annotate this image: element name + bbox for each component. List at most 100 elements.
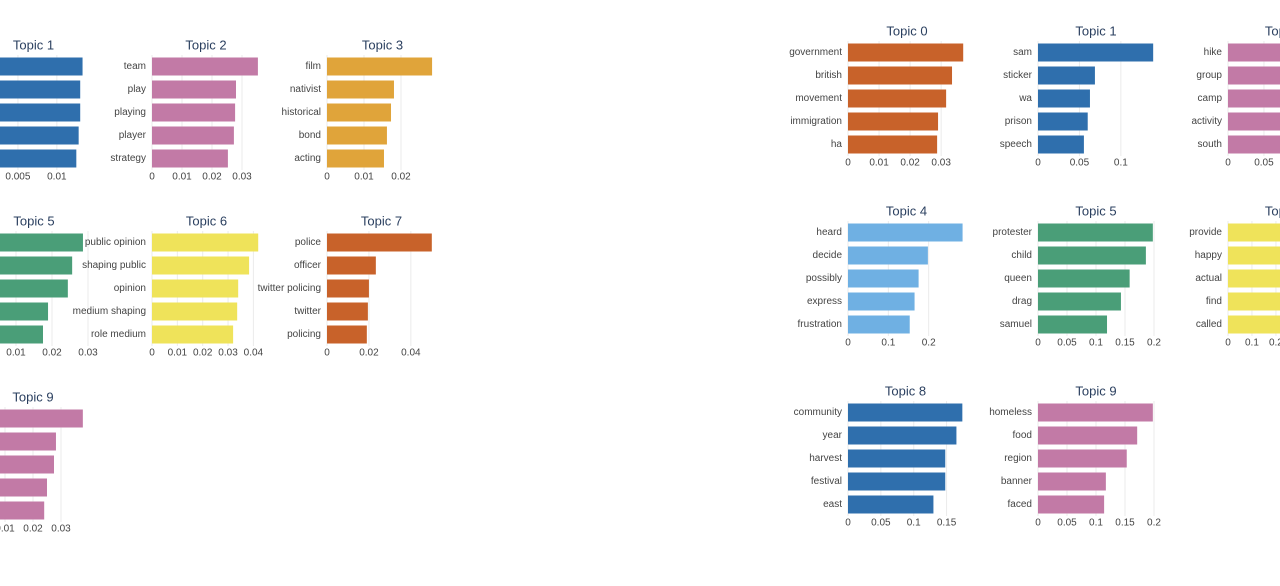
category-label: festival (811, 476, 842, 487)
bar (1038, 43, 1154, 62)
bar (0, 80, 81, 99)
category-label: twitter (294, 306, 321, 317)
x-tick-label: 0.2 (1269, 338, 1280, 349)
bar (0, 325, 43, 344)
category-label: bond (299, 130, 321, 141)
x-tick-label: 0.2 (1147, 338, 1161, 349)
category-label: play (128, 84, 146, 95)
bar (1038, 135, 1084, 154)
bar (1038, 426, 1138, 445)
category-label: sticker (1003, 70, 1033, 81)
bar (848, 89, 947, 108)
chart-title: Topic 1 (1075, 23, 1116, 38)
x-tick-label: 0 (1035, 518, 1041, 529)
bar (152, 57, 258, 76)
x-tick-label: 0 (1225, 338, 1231, 349)
bar (848, 315, 910, 334)
bar (848, 495, 934, 514)
bar (848, 472, 946, 491)
bar (152, 126, 234, 145)
x-tick-label: 0.02 (42, 348, 62, 359)
x-tick-label: 0.05 (1070, 158, 1090, 169)
category-label: actual (1195, 273, 1222, 284)
bar (327, 149, 384, 168)
x-tick-label: 0 (845, 338, 851, 349)
bar (1228, 43, 1280, 62)
bar (1228, 66, 1280, 85)
x-tick-label: 0.2 (1147, 518, 1161, 529)
chart-title: Topic 6 (1265, 203, 1280, 218)
category-label: called (1196, 319, 1222, 330)
x-tick-label: 0.02 (23, 524, 43, 535)
category-label: wa (1018, 93, 1032, 104)
chart-title: Topic 3 (362, 37, 403, 52)
category-label: ha (831, 139, 843, 150)
chart-title: Topic 7 (361, 213, 402, 228)
category-label: public opinion (85, 237, 146, 248)
x-tick-label: 0.1 (1089, 518, 1103, 529)
x-tick-label: 0 (1035, 338, 1041, 349)
bar (848, 292, 915, 311)
category-label: find (1206, 296, 1222, 307)
bar (1038, 246, 1146, 265)
x-tick-label: 0.03 (218, 348, 238, 359)
x-tick-label: 0.01 (168, 348, 188, 359)
bar (327, 57, 433, 76)
category-label: officer (294, 260, 322, 271)
category-label: homeless (989, 407, 1032, 418)
bar (848, 135, 938, 154)
category-label: banner (1001, 476, 1033, 487)
bar (1038, 89, 1090, 108)
x-tick-label: 0.02 (202, 172, 222, 183)
x-tick-label: 0.01 (354, 172, 374, 183)
category-label: group (1196, 70, 1222, 81)
chart-title: Topic 5 (1075, 203, 1116, 218)
bar (327, 325, 367, 344)
bar (1228, 246, 1280, 265)
bar (1228, 223, 1280, 242)
category-label: community (794, 407, 842, 418)
bar (0, 149, 77, 168)
category-label: south (1198, 139, 1222, 150)
chart-title: Topic 9 (1075, 383, 1116, 398)
category-label: playing (114, 107, 146, 118)
x-tick-label: 0.15 (1115, 518, 1135, 529)
category-label: immigration (790, 116, 842, 127)
category-label: express (807, 296, 842, 307)
bar (0, 455, 54, 474)
category-label: protester (993, 227, 1033, 238)
x-tick-label: 0.02 (391, 172, 411, 183)
bar (152, 325, 234, 344)
bar (327, 103, 392, 122)
bar (848, 43, 964, 62)
category-label: nativist (290, 84, 321, 95)
category-label: samuel (1000, 319, 1032, 330)
bar (848, 269, 919, 288)
x-tick-label: 0.04 (244, 348, 264, 359)
x-tick-label: 0.01 (6, 348, 26, 359)
bar (848, 403, 963, 422)
bar (1228, 89, 1280, 108)
bar (152, 103, 236, 122)
x-tick-label: 0 (149, 348, 155, 359)
bar (152, 256, 250, 275)
x-tick-label: 0.03 (232, 172, 252, 183)
category-label: police (295, 237, 322, 248)
bar (327, 126, 387, 145)
category-label: policing (287, 329, 321, 340)
x-tick-label: 0 (845, 518, 851, 529)
category-label: faced (1008, 499, 1032, 510)
category-label: activity (1191, 116, 1222, 127)
x-tick-label: 0.1 (1245, 338, 1259, 349)
category-label: camp (1198, 93, 1223, 104)
x-tick-label: 0 (845, 158, 851, 169)
bar (152, 279, 239, 298)
bar (848, 112, 939, 131)
x-tick-label: 0.03 (931, 158, 951, 169)
bar (152, 302, 238, 321)
x-tick-label: 0.02 (193, 348, 213, 359)
x-tick-label: 0 (324, 348, 330, 359)
category-label: speech (1000, 139, 1032, 150)
bar (1228, 315, 1280, 334)
